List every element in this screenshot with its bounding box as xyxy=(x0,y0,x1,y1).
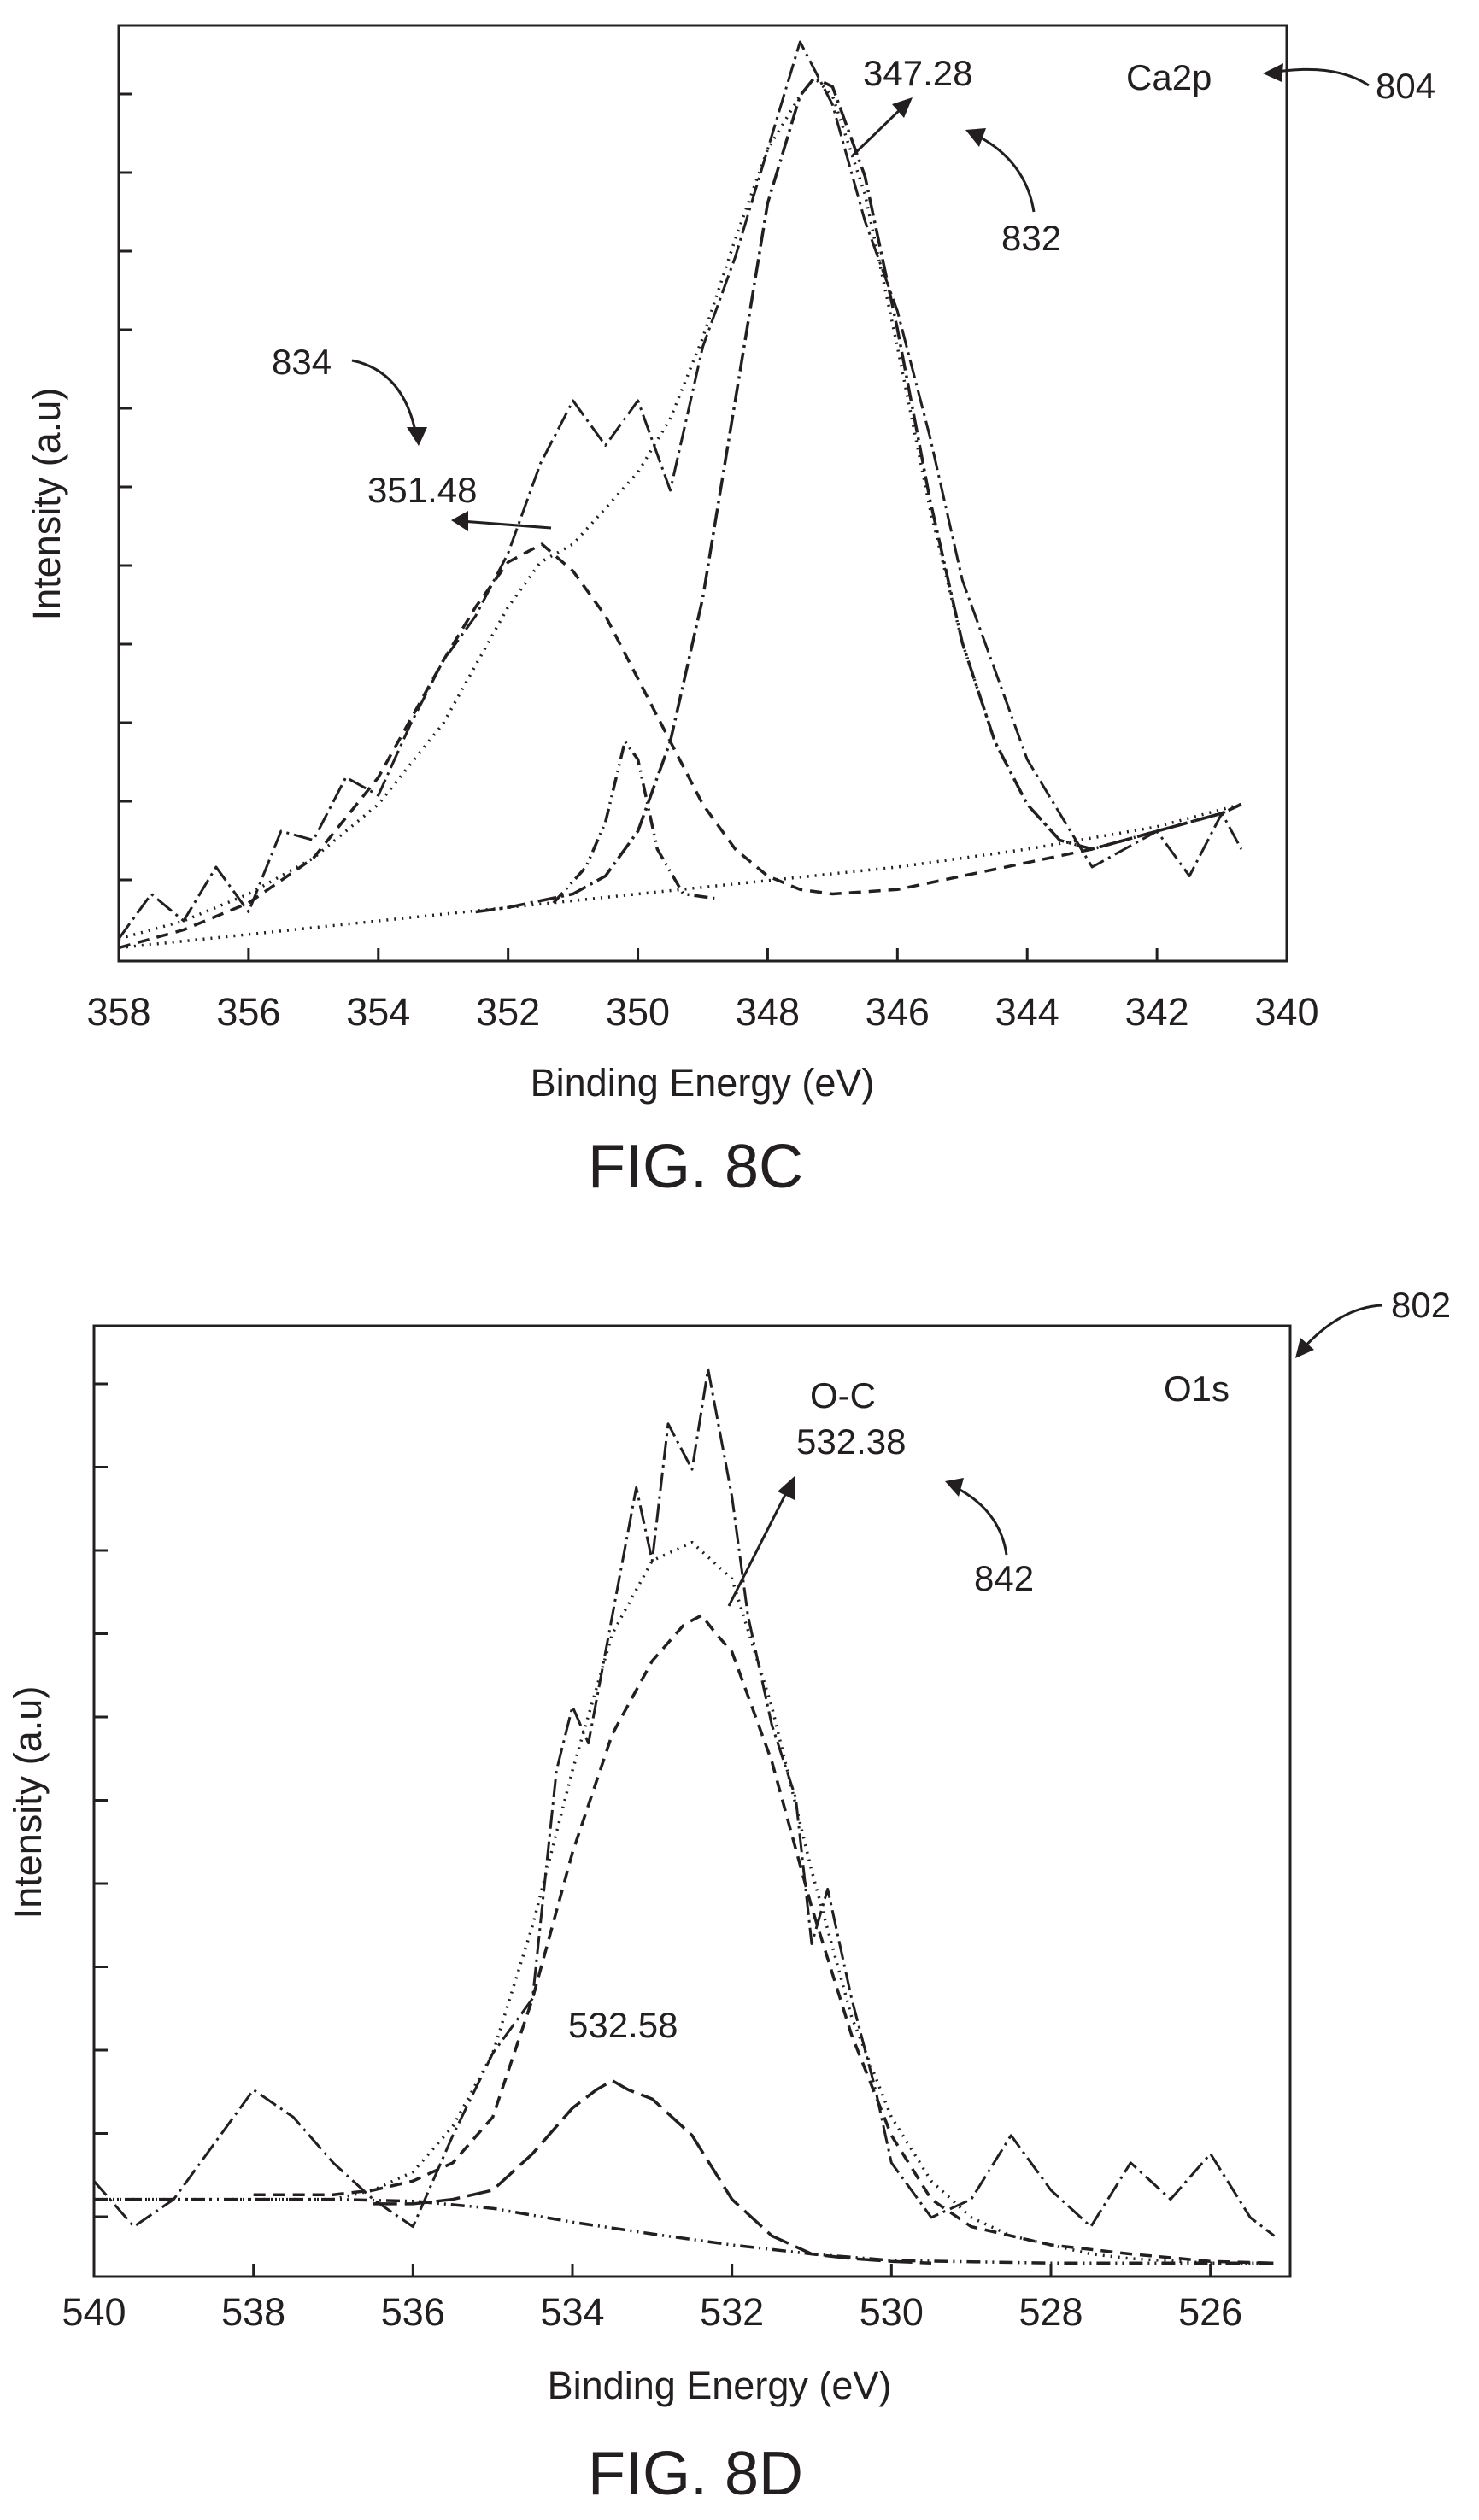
arrow-head-icon xyxy=(1263,63,1283,82)
x-tick-label: 356 xyxy=(216,990,280,1034)
arrow-head-icon xyxy=(892,97,913,118)
x-tick-label: 526 xyxy=(1178,2290,1242,2334)
y-ticks xyxy=(119,92,132,882)
arrow-head-icon xyxy=(778,1476,795,1500)
element-label: O1s xyxy=(1164,1368,1230,1409)
y-axis-label: Intensity (a.u) xyxy=(6,1686,50,1919)
x-tick-label: 530 xyxy=(860,2290,924,2334)
arrow-head-icon xyxy=(945,1478,964,1497)
series-line-minor xyxy=(552,740,716,905)
ref-numeral: 832 xyxy=(1001,218,1061,258)
series-group xyxy=(117,40,1243,950)
peak-leader-arrow xyxy=(461,519,552,530)
series-line-envelope xyxy=(94,1540,1275,2265)
series-line-fit-532.38 xyxy=(253,1614,1275,2265)
x-tick-label: 348 xyxy=(736,990,800,1034)
peak-label: 347.28 xyxy=(863,53,972,93)
y-ticks xyxy=(94,1382,108,2218)
peak-label: 532.38 xyxy=(796,1421,906,1462)
ref-arrow xyxy=(351,359,419,441)
series-line-envelope xyxy=(118,76,1242,941)
peak-label: 351.48 xyxy=(367,470,477,510)
x-tick-label: 534 xyxy=(540,2290,604,2334)
x-tick-label: 528 xyxy=(1018,2290,1083,2334)
x-tick-label: 354 xyxy=(346,990,410,1034)
ref-numeral: 834 xyxy=(272,342,332,382)
arrow-head-icon xyxy=(451,511,468,531)
ref-arrow xyxy=(1299,1304,1383,1352)
x-tick-label: 536 xyxy=(381,2290,445,2334)
chart-8d: 540 538 536 534 532 530 528 526 Binding Energy … xyxy=(6,1285,1451,2508)
x-tick-label: 358 xyxy=(86,990,150,1034)
peak-leader-arrow xyxy=(727,1484,792,1607)
series-line-fit-532.58 xyxy=(373,2078,932,2265)
series-group xyxy=(92,1368,1276,2265)
arrow-head-icon xyxy=(1295,1338,1314,1358)
figure-caption: FIG. 8D xyxy=(588,2440,803,2508)
x-tick-label: 352 xyxy=(476,990,540,1034)
x-tick-label: 532 xyxy=(700,2290,764,2334)
x-tick-label: 340 xyxy=(1254,990,1318,1034)
plot-frame xyxy=(117,24,1288,963)
arrow-head-icon xyxy=(965,128,986,147)
x-tick-label: 344 xyxy=(995,990,1059,1034)
x-ticks: 540 538 536 534 532 530 528 526 xyxy=(62,2264,1242,2334)
series-line-background xyxy=(94,2197,1275,2265)
x-axis-label: Binding Energy (eV) xyxy=(531,1061,875,1105)
series-line-raw xyxy=(92,1368,1276,2237)
figure-caption: FIG. 8C xyxy=(588,1133,803,1201)
x-tick-label: 538 xyxy=(221,2290,285,2334)
x-tick-label: 540 xyxy=(62,2290,126,2334)
x-axis-label: Binding Energy (eV) xyxy=(548,2364,892,2407)
series-line-raw xyxy=(117,40,1243,940)
peak-label: 532.58 xyxy=(568,2005,678,2045)
series-line-fit-347.28 xyxy=(475,76,1242,914)
x-tick-label: 342 xyxy=(1125,990,1189,1034)
x-tick-label: 346 xyxy=(866,990,930,1034)
bond-label: O-C xyxy=(810,1375,876,1415)
ref-numeral: 804 xyxy=(1376,66,1435,106)
y-axis-label: Intensity (a.u) xyxy=(25,388,68,621)
arrow-head-icon xyxy=(407,427,427,446)
x-tick-label: 350 xyxy=(606,990,670,1034)
ref-numeral: 842 xyxy=(974,1558,1034,1598)
chart-8c: 358 356 354 352 350 348 346 344 342 340 Binding E… xyxy=(25,24,1435,1201)
element-label: Ca2p xyxy=(1126,57,1212,97)
x-ticks: 358 356 354 352 350 348 346 344 342 340 xyxy=(86,948,1319,1034)
ref-numeral: 802 xyxy=(1391,1285,1451,1325)
series-line-fit-351.48 xyxy=(118,542,1242,950)
